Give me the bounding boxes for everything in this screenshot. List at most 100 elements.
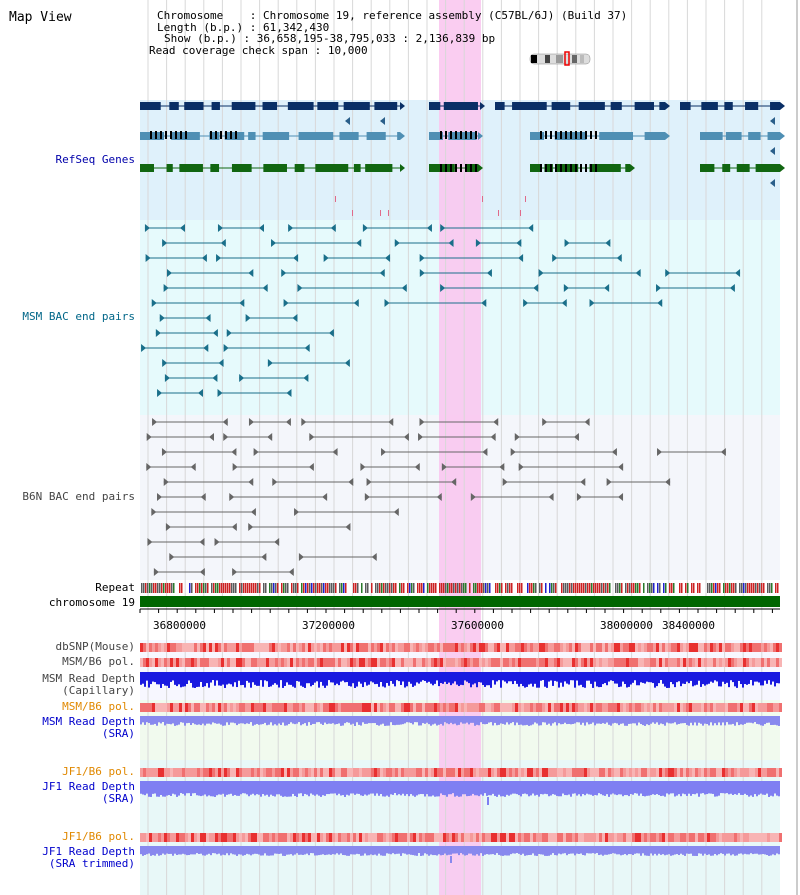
track-label-msm-bac[interactable]: MSM BAC end pairs <box>22 310 135 323</box>
depth-bar <box>278 846 280 854</box>
depth-bar <box>426 716 428 723</box>
pol-cell <box>479 768 482 777</box>
pol-cell <box>461 768 464 777</box>
depth-bar <box>162 716 164 723</box>
pol-cell <box>755 833 758 842</box>
pol-cell <box>686 658 689 667</box>
pol-cell <box>290 768 293 777</box>
track-label-jf1-b6-pol-2[interactable]: JF1/B6 pol. <box>62 830 135 843</box>
pol-cell <box>302 768 305 777</box>
depth-bar <box>586 672 588 681</box>
depth-bar <box>388 781 390 797</box>
depth-bar <box>564 672 566 682</box>
chromosome-bar[interactable] <box>140 596 780 607</box>
depth-bar <box>394 781 396 794</box>
pol-cell <box>338 703 341 712</box>
gene-mark <box>388 210 389 216</box>
depth-bar <box>490 672 492 688</box>
pol-cell <box>557 768 560 777</box>
track-label-jf1-depth-sra[interactable]: JF1 Read Depth (SRA) <box>42 780 135 805</box>
depth-bar <box>398 846 400 854</box>
depth-bar <box>424 781 426 797</box>
pol-cell <box>704 833 707 842</box>
repeat-track[interactable] <box>141 583 779 593</box>
depth-bar <box>774 716 776 725</box>
pol-cell <box>446 703 449 712</box>
track-label-b6n-bac[interactable]: B6N BAC end pairs <box>22 490 135 503</box>
pol-cell <box>245 643 248 652</box>
gene-exon <box>540 164 542 172</box>
pol-cell <box>149 833 152 842</box>
b6n-bac-end-pairs-track[interactable] <box>146 418 726 576</box>
depth-bar <box>400 716 402 725</box>
depth-bar <box>390 716 392 723</box>
depth-bar <box>178 846 180 855</box>
repeat-mark <box>653 583 655 593</box>
depth-bar <box>476 716 478 725</box>
track-label-msm-b6-pol-1[interactable]: MSM/B6 pol. <box>62 655 135 668</box>
chromosome-ideogram[interactable] <box>529 51 591 66</box>
depth-bar <box>676 716 678 725</box>
refseq-genes-track[interactable] <box>140 102 785 216</box>
msm-bac-end-pairs-track[interactable] <box>141 224 741 397</box>
depth-bar <box>156 672 158 685</box>
depth-bar <box>170 846 172 854</box>
track-label-jf1-depth-trimmed[interactable]: JF1 Read Depth (SRA trimmed) <box>42 845 135 870</box>
depth-bar <box>290 672 292 685</box>
pol-cell <box>341 833 344 842</box>
pol-cell <box>143 703 146 712</box>
depth-bar <box>578 716 580 723</box>
pol-cell <box>467 833 470 842</box>
depth-bar <box>242 672 244 685</box>
gene-exon <box>262 132 290 140</box>
pol-cell <box>614 703 617 712</box>
depth-bar <box>430 846 432 855</box>
pol-cell <box>188 833 191 842</box>
pol-cell <box>527 643 530 652</box>
track-label-msm-b6-pol-2[interactable]: MSM/B6 pol. <box>62 700 135 713</box>
pol-cell <box>725 643 728 652</box>
track-label-refseq[interactable]: RefSeq Genes <box>55 153 135 166</box>
depth-bar <box>300 672 302 686</box>
depth-bar <box>340 781 342 796</box>
track-label-msm-depth-sra[interactable]: MSM Read Depth (SRA) <box>42 715 135 740</box>
track-label-msm-depth-capillary[interactable]: MSM Read Depth (Capillary) <box>42 672 135 697</box>
track-label-dbsnp[interactable]: dbSNP(Mouse) <box>55 640 135 653</box>
pol-cell <box>551 833 554 842</box>
depth-bar <box>722 716 724 723</box>
depth-bar <box>466 716 468 723</box>
pol-cell <box>548 833 551 842</box>
pol-cell <box>773 643 776 652</box>
track-label-chromosome[interactable]: chromosome 19 <box>48 596 135 609</box>
depth-bar <box>506 716 508 723</box>
repeat-mark <box>561 583 563 593</box>
depth-bar <box>756 846 758 854</box>
repeat-mark <box>309 583 311 593</box>
repeat-mark <box>713 583 715 593</box>
depth-bar <box>612 846 614 854</box>
pol-cell <box>362 658 365 667</box>
pol-cell <box>416 768 419 777</box>
depth-bar <box>594 781 596 795</box>
gene-exon <box>298 132 334 140</box>
track-label-jf1-b6-pol-1[interactable]: JF1/B6 pol. <box>62 765 135 778</box>
pol-cell <box>152 658 155 667</box>
depth-bar <box>354 846 356 855</box>
gene-strand-arrow <box>480 102 485 110</box>
b6n-bac-end <box>348 478 354 486</box>
pol-cell <box>386 658 389 667</box>
read-depth-tracks[interactable] <box>140 672 780 863</box>
depth-bar <box>428 672 430 682</box>
depth-bar <box>638 846 640 854</box>
depth-bar <box>450 672 452 686</box>
polymorphism-heatmaps[interactable] <box>140 643 782 842</box>
depth-bar <box>444 781 446 796</box>
pol-cell <box>170 703 173 712</box>
depth-bar <box>162 846 164 854</box>
track-label-repeat[interactable]: Repeat <box>95 581 135 594</box>
pol-cell <box>524 658 527 667</box>
b6n-bac-end <box>618 493 624 501</box>
pol-cell <box>176 703 179 712</box>
depth-bar <box>646 846 648 856</box>
